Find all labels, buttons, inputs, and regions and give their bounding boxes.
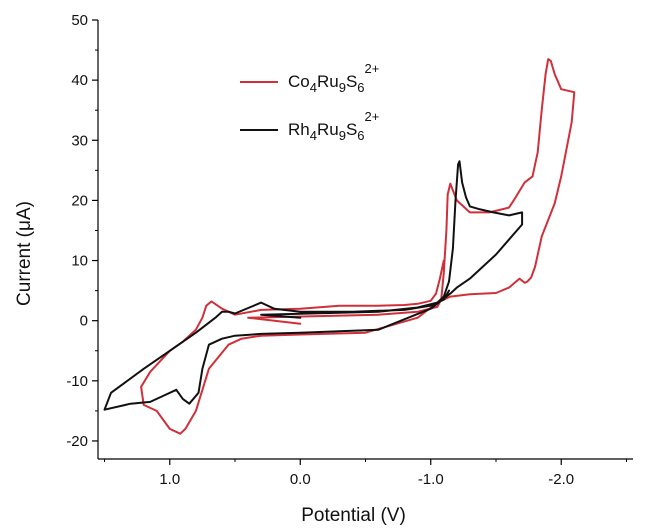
y-tick-label: 30 — [71, 132, 88, 149]
legend-label-part: 6 — [357, 128, 364, 143]
x-axis-title: Potential (V) — [301, 505, 406, 526]
legend-label-part: 6 — [357, 80, 364, 95]
legend: Co4Ru9S62+Rh4Ru9S62+ — [240, 61, 379, 143]
legend-label-0: Co4Ru9S62+ — [288, 61, 379, 95]
legend-label-part: Rh — [288, 120, 310, 139]
x-tick-label: 1.0 — [159, 471, 180, 488]
legend-label-part: 9 — [339, 80, 346, 95]
y-axis-ticks: -20 -10 0 10 20 30 40 50 — [66, 12, 98, 450]
legend-label-part: Co — [288, 72, 310, 91]
legend-label-1: Rh4Ru9S62+ — [288, 109, 379, 143]
legend-label-part: 9 — [339, 128, 346, 143]
legend-label-part: Ru — [317, 72, 339, 91]
y-tick-label: 20 — [71, 192, 88, 209]
legend-label-part: 4 — [310, 80, 317, 95]
y-tick-label: 0 — [80, 313, 88, 330]
y-tick-label: 50 — [71, 12, 88, 29]
plot-series — [103, 58, 576, 435]
y-tick-label: -20 — [66, 433, 88, 450]
x-axis-ticks: 1.0 0.0 -1.0 -2.0 — [104, 459, 627, 488]
y-axis-title: Current (μA) — [14, 201, 35, 306]
x-tick-label: 0.0 — [290, 471, 311, 488]
x-tick-label: -2.0 — [548, 471, 574, 488]
legend-label-part: S — [346, 72, 357, 91]
legend-label-part: 2+ — [365, 109, 380, 124]
legend-label-part: Ru — [317, 120, 339, 139]
legend-label-part: 2+ — [365, 61, 380, 76]
y-tick-label: 40 — [71, 72, 88, 89]
legend-label-part: 4 — [310, 128, 317, 143]
y-tick-label: -10 — [66, 373, 88, 390]
series-line-1 — [103, 160, 524, 411]
legend-label-part: S — [346, 120, 357, 139]
y-tick-label: 10 — [71, 253, 88, 270]
x-tick-label: -1.0 — [418, 471, 444, 488]
